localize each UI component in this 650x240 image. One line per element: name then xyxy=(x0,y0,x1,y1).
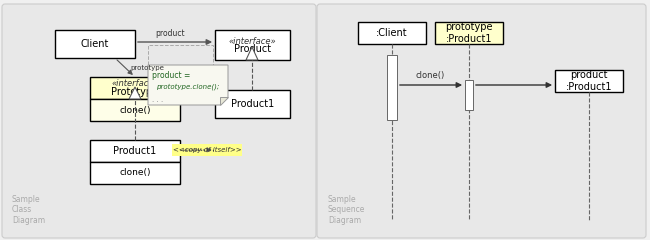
FancyBboxPatch shape xyxy=(555,70,623,92)
Text: Prototype: Prototype xyxy=(111,87,159,97)
Text: :Client: :Client xyxy=(376,28,408,38)
FancyBboxPatch shape xyxy=(172,144,242,156)
Text: Product: Product xyxy=(234,44,271,54)
Text: clone(): clone() xyxy=(119,106,151,114)
Text: «interface»: «interface» xyxy=(111,79,159,89)
Text: . . .: . . . xyxy=(152,97,163,103)
FancyBboxPatch shape xyxy=(387,55,397,120)
FancyBboxPatch shape xyxy=(55,30,135,58)
Text: clone(): clone() xyxy=(415,71,445,80)
FancyBboxPatch shape xyxy=(317,4,646,238)
FancyBboxPatch shape xyxy=(215,30,290,60)
Text: «interface»: «interface» xyxy=(229,36,276,46)
FancyBboxPatch shape xyxy=(90,77,180,99)
FancyBboxPatch shape xyxy=(215,90,290,118)
Polygon shape xyxy=(220,97,228,105)
Polygon shape xyxy=(246,47,258,60)
Text: clone(): clone() xyxy=(119,168,151,178)
FancyBboxPatch shape xyxy=(465,80,473,110)
Text: Product1: Product1 xyxy=(113,146,157,156)
FancyBboxPatch shape xyxy=(358,22,426,44)
Text: . . .: . . . xyxy=(152,65,163,71)
FancyBboxPatch shape xyxy=(435,22,503,44)
Text: prototype.clone();: prototype.clone(); xyxy=(156,84,219,90)
Text: prototype: prototype xyxy=(130,65,164,71)
Polygon shape xyxy=(148,65,228,105)
Text: product: product xyxy=(155,29,185,38)
FancyBboxPatch shape xyxy=(90,140,180,162)
Polygon shape xyxy=(129,87,141,99)
Text: product =: product = xyxy=(152,71,190,79)
FancyBboxPatch shape xyxy=(2,4,316,238)
Text: prototype
:Product1: prototype :Product1 xyxy=(445,22,493,44)
Text: Sample
Class
Diagram: Sample Class Diagram xyxy=(12,195,45,225)
FancyBboxPatch shape xyxy=(90,162,180,184)
Text: product
:Product1: product :Product1 xyxy=(566,70,612,92)
Text: Sample
Sequence
Diagram: Sample Sequence Diagram xyxy=(328,195,365,225)
Text: Product1: Product1 xyxy=(231,99,274,109)
Text: Client: Client xyxy=(81,39,109,49)
Text: <<copy of itself>>: <<copy of itself>> xyxy=(173,147,241,153)
FancyBboxPatch shape xyxy=(90,99,180,121)
